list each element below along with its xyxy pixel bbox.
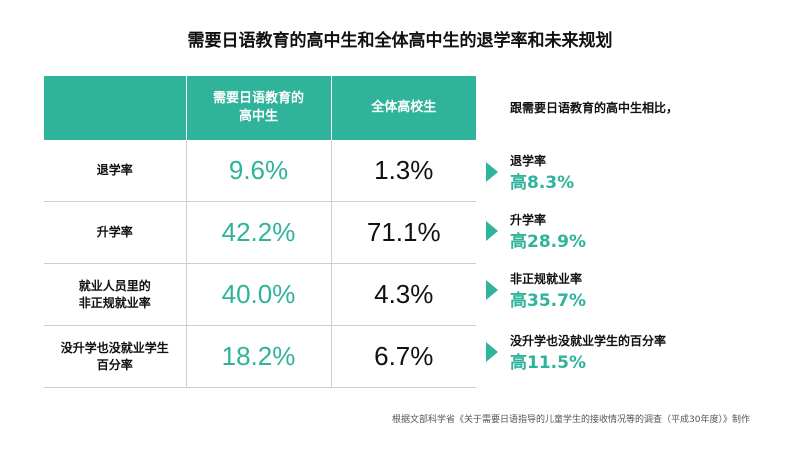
triangle-arrow-icon: [486, 342, 498, 362]
comparison-label: 升学率: [510, 213, 547, 227]
table-row: 升学率 42.2% 71.1%: [44, 201, 476, 264]
row-label-line1: 没升学也没就业学生: [60, 340, 169, 355]
table-header-row: 需要日语教育的 高中生 全体高校生: [44, 76, 476, 140]
comparison-label: 没升学也没就业学生的百分率: [510, 334, 667, 348]
row-label-line1: 就业人员里的: [78, 278, 151, 293]
comparison-item-dropout: 退学率 高8.3%: [486, 152, 786, 198]
source-note: 根据文部科学省《关于需要日语指导的儿童学生的接收情况等的调查（平成30年度）》制…: [392, 415, 750, 425]
header-needs-japanese: 需要日语教育的 高中生: [185, 76, 331, 140]
row-label-line2: 百分率: [96, 357, 133, 372]
comparison-diff: 高28.9%: [510, 232, 586, 252]
comparison-item-neither: 没升学也没就业学生的百分率 高11.5%: [486, 332, 786, 378]
chart-title: 需要日语教育的高中生和全体高中生的退学率和未来规划: [187, 31, 613, 51]
triangle-arrow-icon: [486, 280, 498, 300]
comparison-diff: 高11.5%: [510, 353, 586, 373]
value-all: 4.3%: [330, 263, 476, 326]
value-all: 71.1%: [330, 201, 476, 264]
comparison-label: 非正规就业率: [510, 272, 583, 286]
comparison-diff: 高8.3%: [510, 173, 575, 193]
comparison-table: 需要日语教育的 高中生 全体高校生 退学率 9.6% 1.3% 升学率 42.2…: [44, 76, 476, 388]
row-label: 就业人员里的 非正规就业率: [44, 263, 186, 326]
row-label: 升学率: [44, 201, 186, 264]
value-needs-japanese: 42.2%: [185, 201, 331, 264]
header-needs-japanese-line2: 高中生: [238, 109, 278, 124]
comparison-item-nonregular: 非正规就业率 高35.7%: [486, 270, 786, 316]
value-needs-japanese: 9.6%: [185, 140, 331, 202]
value-all: 1.3%: [330, 140, 476, 202]
header-all-students: 全体高校生: [330, 76, 476, 140]
value-needs-japanese: 40.0%: [185, 263, 331, 326]
header-corner: [44, 76, 186, 140]
value-all: 6.7%: [330, 325, 476, 388]
triangle-arrow-icon: [486, 221, 498, 241]
comparison-label: 退学率: [510, 154, 547, 168]
row-label: 退学率: [44, 140, 186, 202]
header-needs-japanese-line1: 需要日语教育的: [212, 91, 304, 106]
row-label: 没升学也没就业学生 百分率: [44, 325, 186, 388]
comparison-diff: 高35.7%: [510, 291, 586, 311]
table-row: 就业人员里的 非正规就业率 40.0% 4.3%: [44, 263, 476, 326]
table-row: 没升学也没就业学生 百分率 18.2% 6.7%: [44, 325, 476, 388]
comparison-item-advancement: 升学率 高28.9%: [486, 211, 786, 257]
triangle-arrow-icon: [486, 162, 498, 182]
table-row: 退学率 9.6% 1.3%: [44, 140, 476, 202]
value-needs-japanese: 18.2%: [185, 325, 331, 388]
row-label-line2: 非正规就业率: [78, 295, 151, 310]
comparison-heading: 跟需要日语教育的高中生相比，: [510, 101, 679, 115]
